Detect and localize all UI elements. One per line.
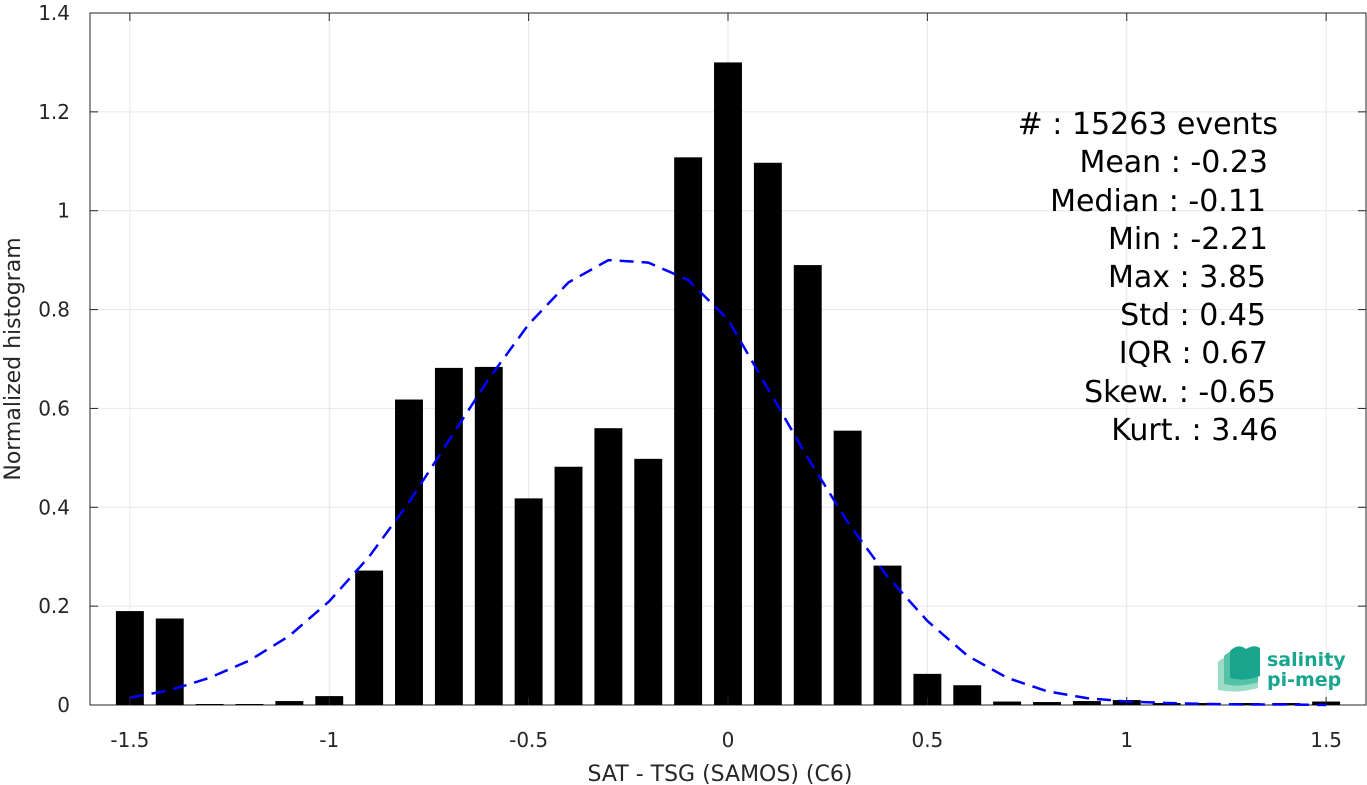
histogram-bars — [115, 62, 1341, 706]
histogram-bar — [714, 62, 742, 705]
salinity-pi-mep-logo: salinity pi-mep — [1218, 646, 1346, 692]
y-tick-label: 1.2 — [38, 100, 70, 124]
histogram-bar — [115, 611, 144, 705]
stat-skew: Skew. : -0.65 — [1084, 375, 1276, 410]
x-tick-label: 0.5 — [911, 728, 943, 752]
histogram-bar — [753, 162, 782, 706]
histogram-bar — [155, 618, 184, 705]
histogram-bar — [634, 458, 663, 705]
x-tick-label: -1 — [319, 728, 339, 752]
histogram-bar — [554, 466, 583, 705]
x-tick-label: 1 — [1120, 728, 1133, 752]
y-tick-label: 0 — [57, 693, 70, 717]
y-axis-label: Normalized histogram — [1, 237, 26, 480]
y-tick-label: 0.8 — [38, 298, 70, 322]
x-tick-label: 0 — [722, 728, 735, 752]
x-axis-label: SAT - TSG (SAMOS) (C6) — [588, 762, 853, 785]
x-axis-ticks: -1.5 -1 -0.5 0 0.5 1 1.5 — [110, 13, 1342, 752]
histogram-bar — [1192, 703, 1221, 705]
y-tick-label: 0.4 — [38, 495, 70, 519]
histogram-bar — [195, 704, 224, 705]
histogram-bar — [1232, 703, 1261, 705]
stat-mean: Mean : -0.23 — [1079, 145, 1268, 180]
stat-min: Min : -2.21 — [1108, 222, 1268, 257]
histogram-bar — [953, 685, 982, 705]
histogram-bar — [355, 570, 384, 705]
histogram-bar — [793, 265, 822, 705]
y-tick-label: 0.2 — [38, 594, 70, 618]
y-tick-label: 1 — [57, 199, 70, 223]
histogram-bar — [1033, 702, 1061, 705]
x-tick-label: -0.5 — [509, 728, 548, 752]
statistics-box: # : 15263 events Mean : -0.23 Median : -… — [1018, 107, 1278, 448]
y-tick-label: 1.4 — [38, 1, 70, 25]
stat-std: Std : 0.45 — [1120, 298, 1266, 333]
histogram-bar — [395, 399, 423, 705]
stat-max: Max : 3.85 — [1108, 260, 1266, 295]
x-tick-label: 1.5 — [1310, 728, 1342, 752]
stat-iqr: IQR : 0.67 — [1119, 336, 1268, 371]
histogram-bar — [275, 701, 304, 705]
stat-median: Median : -0.11 — [1050, 184, 1266, 219]
histogram-bar — [674, 157, 703, 705]
stat-events: # : 15263 events — [1018, 107, 1278, 142]
y-tick-label: 0.6 — [38, 396, 70, 420]
histogram-bar — [235, 704, 264, 705]
histogram-bar — [474, 366, 503, 705]
histogram-bar — [1072, 701, 1101, 705]
y-axis-ticks: 0 0.2 0.4 0.6 0.8 1 1.2 1.4 — [38, 1, 1366, 717]
histogram-bar — [873, 565, 902, 705]
x-tick-label: -1.5 — [110, 728, 149, 752]
stat-kurt: Kurt. : 3.46 — [1111, 413, 1278, 448]
logo-text-pi-mep: pi-mep — [1267, 669, 1341, 691]
histogram-bar — [594, 428, 623, 705]
histogram-bar — [514, 498, 543, 705]
wave-logo-icon — [1218, 646, 1260, 692]
histogram-bar — [434, 367, 463, 705]
histogram-bar — [993, 701, 1022, 705]
logo-text-salinity: salinity — [1267, 649, 1346, 671]
histogram-bar — [833, 430, 862, 705]
